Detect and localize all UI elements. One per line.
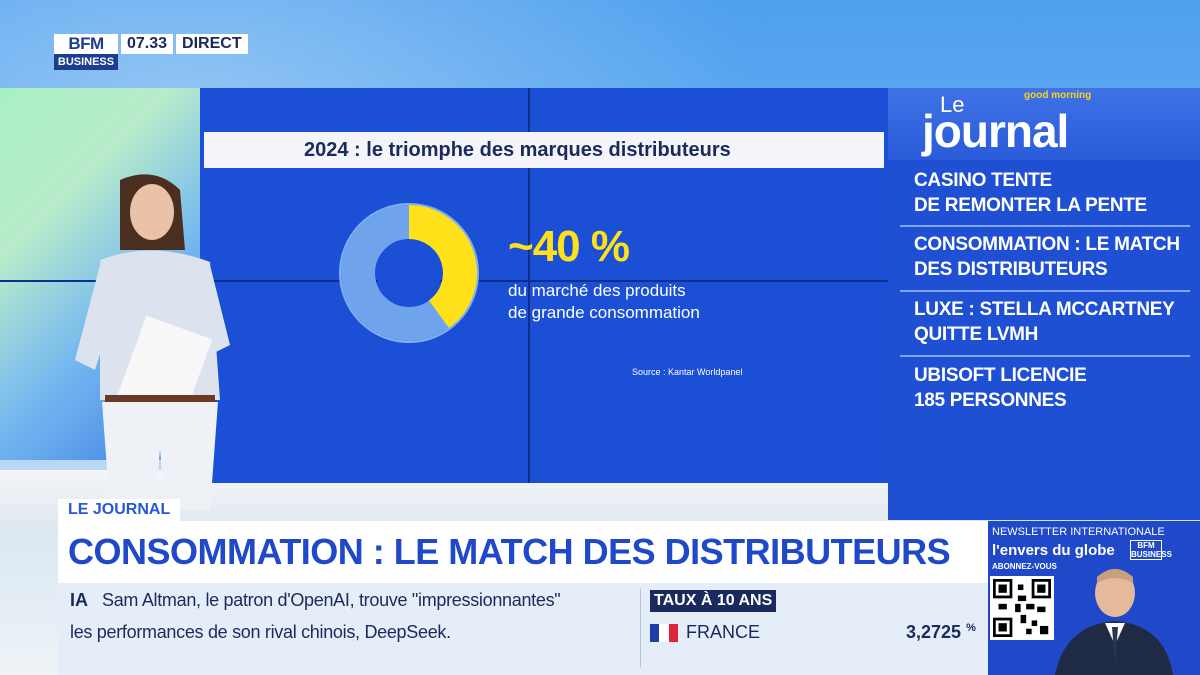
rates-unit: %: [966, 622, 976, 634]
panel-headline: Ubisoft licencie 185 personnes: [900, 363, 1190, 413]
news-ticker: [58, 583, 988, 675]
newsletter-brand-logo: BFM BUSINESS: [1130, 540, 1172, 560]
percent-description-line1: du marché des produits: [508, 281, 686, 300]
panel-headline-line: des distributeurs: [914, 259, 1108, 280]
donut-chart: [339, 203, 479, 343]
journal-title: journal: [922, 105, 1069, 157]
panel-headline: Luxe : Stella McCartney quitte LVMH: [900, 297, 1190, 347]
presenter: [75, 174, 230, 510]
headline-banner: [58, 521, 988, 583]
panel-headline-line: 185 personnes: [914, 390, 1067, 411]
good-morning-logo: good morning: [1024, 90, 1092, 101]
rates-country: FRANCE: [686, 622, 761, 642]
newsletter-title: l'envers du globe: [992, 542, 1115, 559]
panel-headline-line: Consommation : le match: [914, 234, 1180, 255]
channel-logo: BFM BUSINESS: [54, 34, 118, 74]
panel-headline-line: Casino tente: [914, 170, 1052, 191]
rates-value: 3,2725 %: [906, 622, 976, 643]
newsletter-label: NEWSLETTER INTERNATIONALE: [992, 526, 1165, 538]
banner-headline: CONSOMMATION : LE MATCH DES DISTRIBUTEUR…: [68, 531, 951, 572]
panel-headline-line: de remonter la pente: [914, 195, 1147, 216]
france-flag-icon: [650, 624, 678, 642]
rates-number: 3,2725: [906, 622, 962, 642]
journal-le-text: Le: [940, 92, 965, 117]
qr-code-icon[interactable]: [990, 576, 1054, 640]
wall-seam: [528, 88, 530, 483]
journal-panel: [888, 88, 1200, 520]
presenter-photo: [1055, 569, 1173, 675]
section-tag: LE JOURNAL: [58, 499, 181, 521]
headline-percent: ~40 %: [508, 222, 630, 271]
slide-title: 2024 : le triomphe des marques distribut…: [204, 132, 884, 168]
slide-source: Source : Kantar Worldpanel: [632, 367, 743, 377]
percent-description: du marché des produits de grande consomm…: [508, 280, 768, 324]
headline-divider: [900, 225, 1190, 227]
logo-bfm-text: BFM: [54, 34, 118, 54]
percent-description-line2: de grande consommation: [508, 303, 700, 322]
headline-divider: [900, 355, 1190, 357]
donut-slice-share: [408, 205, 477, 329]
headline-divider: [900, 290, 1190, 292]
ticker-topic-label: IA: [70, 590, 88, 610]
rates-label: TAUX À 10 ANS: [650, 590, 777, 612]
panel-headline-line: Ubisoft licencie: [914, 365, 1087, 386]
journal-panel-header: [888, 88, 1200, 160]
ticker-text-line2: les performances de son rival chinois, D…: [70, 622, 451, 642]
panel-headline-line: Luxe : Stella McCartney: [914, 299, 1175, 320]
ticker-text-line1: Sam Altman, le patron d'OpenAI, trouve "…: [102, 590, 561, 610]
ticker-divider: [640, 588, 641, 668]
panel-headline: Consommation : le match des distributeur…: [900, 232, 1190, 282]
live-indicator: DIRECT: [176, 34, 248, 54]
newsletter-subscribe: ABONNEZ-VOUS: [992, 562, 1057, 571]
logo-business-text: BUSINESS: [54, 54, 118, 70]
panel-headline: Casino tente de remonter la pente: [900, 168, 1190, 218]
clock-bar: 07.33 DIRECT: [121, 34, 248, 54]
clock-time: 07.33: [121, 34, 174, 54]
panel-headline-line: quitte LVMH: [914, 324, 1039, 345]
